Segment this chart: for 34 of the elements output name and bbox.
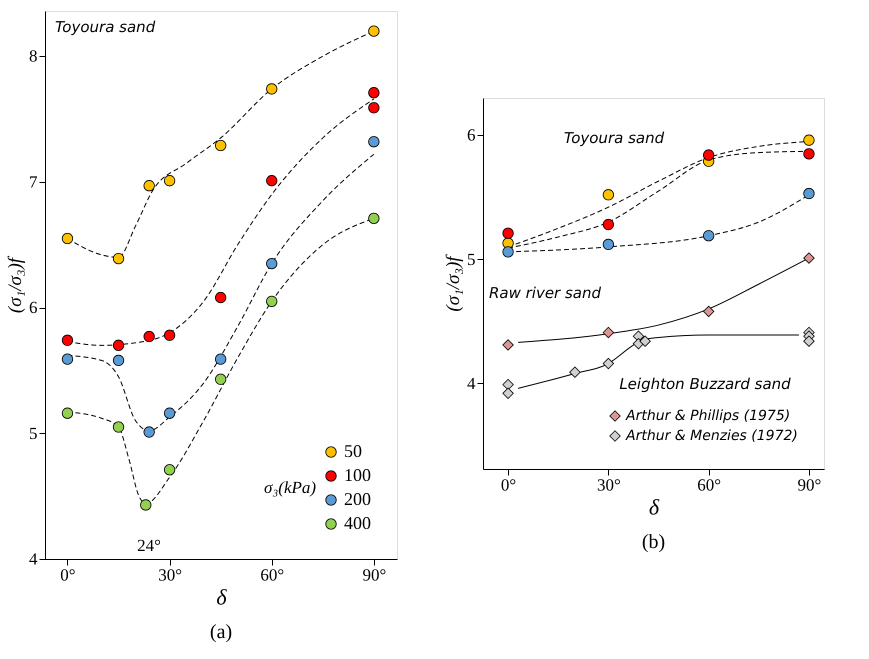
annotation: 24° bbox=[137, 536, 161, 555]
y-tick-label: 6 bbox=[29, 298, 38, 318]
text: (b) bbox=[642, 531, 666, 553]
legend-label: 50 bbox=[344, 441, 362, 461]
legend-label: Arthur & Menzies (1972) bbox=[625, 428, 798, 444]
x-tick-label: 90° bbox=[362, 566, 386, 584]
x-tick-label: 60° bbox=[697, 476, 722, 494]
x-tick-label: 60° bbox=[260, 566, 284, 584]
legend-title: σ₃(kPa) bbox=[264, 478, 316, 497]
annotation: Toyoura sand bbox=[564, 129, 665, 147]
y-tick-label: 7 bbox=[29, 172, 38, 192]
x-axis-title: δ bbox=[216, 584, 228, 610]
legend-label: 400 bbox=[344, 513, 371, 533]
legend-label: Arthur & Phillips (1975) bbox=[625, 408, 790, 424]
y-axis-title: (σ₁/σ₃)f bbox=[443, 254, 464, 312]
text: (a) bbox=[210, 621, 232, 643]
y-tick-label: 8 bbox=[29, 46, 38, 66]
x-tick-label: 30° bbox=[158, 566, 182, 584]
legend-label: 200 bbox=[344, 489, 371, 509]
y-tick-label: 5 bbox=[29, 424, 38, 443]
x-axis-title: δ bbox=[648, 494, 660, 520]
y-axis-title: (σ₁/σ₃)f bbox=[5, 255, 26, 314]
x-tick-label: 30° bbox=[596, 476, 621, 494]
y-tick-label: 5 bbox=[467, 250, 476, 269]
annotation: Raw river sand bbox=[488, 284, 602, 302]
y-tick-label: 6 bbox=[467, 126, 476, 145]
x-tick-label: 0° bbox=[500, 476, 516, 494]
y-tick-label: 4 bbox=[467, 374, 476, 393]
y-tick-label: 4 bbox=[29, 550, 38, 568]
annotation: Leighton Buzzard sand bbox=[619, 375, 792, 393]
annotation: Toyoura sand bbox=[55, 18, 156, 36]
x-tick-label: 0° bbox=[60, 566, 76, 584]
legend-label: 100 bbox=[344, 465, 371, 485]
x-tick-label: 90° bbox=[798, 476, 822, 494]
